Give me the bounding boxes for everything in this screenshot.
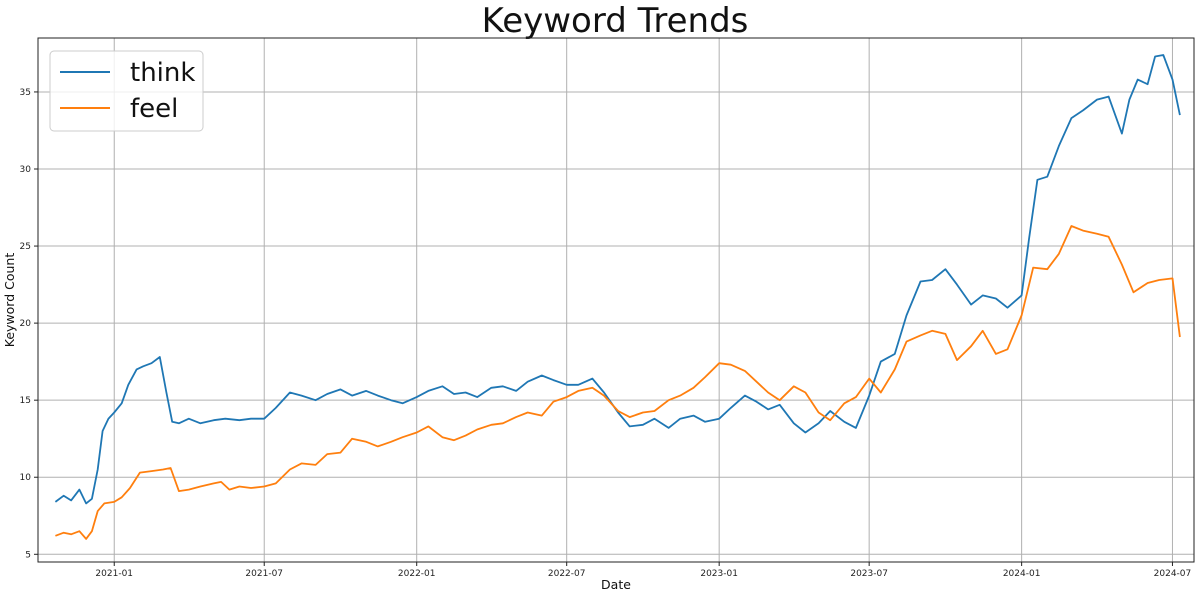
y-tick-label: 5 — [25, 550, 31, 560]
y-tick-label: 15 — [20, 396, 31, 406]
x-tick-label: 2024-07 — [1154, 569, 1192, 579]
x-tick-label: 2023-01 — [700, 569, 738, 579]
x-axis-ticks: 2021-01 2021-07 2022-01 2022-07 2023-01 2023-… — [95, 562, 1191, 579]
legend-label-feel: feel — [130, 94, 178, 124]
x-tick-label: 2024-01 — [1003, 569, 1041, 579]
grid — [38, 38, 1194, 562]
series-line-think — [54, 54, 1181, 505]
y-tick-label: 20 — [20, 319, 32, 329]
x-tick-label: 2023-07 — [850, 569, 888, 579]
x-tick-label: 2022-01 — [398, 569, 436, 579]
x-axis-title: Date — [601, 577, 631, 592]
series-line-feel — [55, 225, 1181, 540]
y-tick-label: 10 — [20, 473, 32, 483]
legend-items: think feel — [60, 58, 195, 124]
y-tick-label: 35 — [20, 88, 31, 98]
x-tick-label: 2022-07 — [548, 569, 586, 579]
y-axis-title: Keyword Count — [2, 253, 17, 348]
y-tick-label: 25 — [20, 242, 31, 252]
y-axis-ticks: 5 10 15 20 25 30 35 — [20, 88, 38, 560]
series-lines — [54, 54, 1181, 540]
legend: think feel — [49, 50, 204, 132]
chart-title: Keyword Trends — [482, 1, 749, 41]
x-tick-label: 2021-01 — [95, 569, 133, 579]
legend-label-think: think — [130, 58, 195, 88]
y-tick-label: 30 — [20, 165, 32, 175]
x-tick-label: 2021-07 — [245, 569, 283, 579]
plot-frame — [37, 37, 1195, 563]
